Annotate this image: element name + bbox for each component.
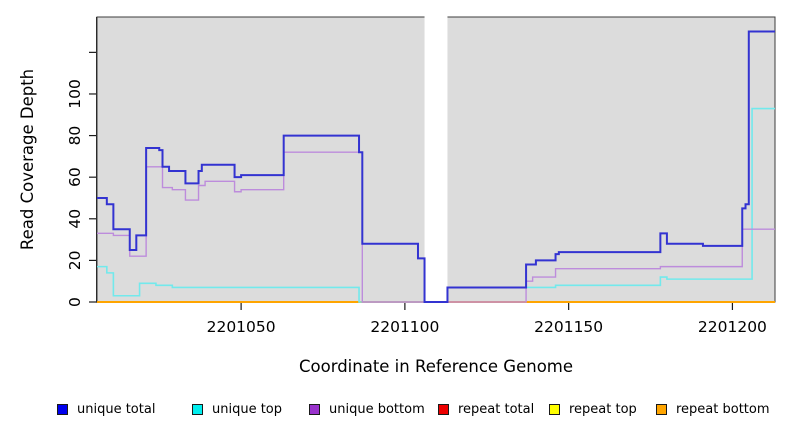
y-tick-label: 20 bbox=[66, 251, 84, 271]
legend-swatch-unique-top bbox=[192, 403, 203, 415]
y-tick-label: 60 bbox=[66, 167, 84, 187]
legend-swatch-unique-total bbox=[57, 403, 68, 415]
coverage-chart: 2201050 2201100 2201150 2201200 0 20 40 60 80 100… bbox=[18, 16, 776, 376]
legend-item-unique-total: unique total bbox=[57, 400, 155, 418]
x-tick-label: 2201050 bbox=[207, 318, 276, 336]
legend-swatch-repeat-top bbox=[549, 403, 560, 415]
legend-label: repeat top bbox=[569, 401, 637, 417]
legend-item-unique-top: unique top bbox=[192, 400, 282, 418]
series-line-unique-top bbox=[97, 107, 775, 303]
legend-label: unique top bbox=[212, 401, 283, 417]
legend-item-repeat-bottom: repeat bottom bbox=[656, 400, 770, 418]
legend-swatch-unique-bottom bbox=[309, 403, 320, 415]
legend-swatch-repeat-bottom bbox=[656, 403, 667, 415]
y-tick-label: 40 bbox=[66, 209, 84, 229]
y-tick-label: 80 bbox=[66, 126, 84, 146]
x-tick-label: 2201200 bbox=[698, 318, 767, 336]
series-line-unique-total bbox=[97, 30, 775, 303]
y-tick-label: 100 bbox=[66, 79, 84, 109]
legend-item-repeat-top: repeat top bbox=[549, 400, 637, 418]
legend-label: unique bottom bbox=[329, 401, 425, 417]
x-tick-label: 2201100 bbox=[370, 318, 439, 336]
legend-swatch-repeat-total bbox=[438, 403, 449, 415]
no-data-gap bbox=[424, 16, 448, 302]
legend: unique total unique top unique bottom repea… bbox=[0, 400, 792, 422]
x-tick-label: 2201150 bbox=[534, 318, 603, 336]
legend-item-repeat-total: repeat total bbox=[438, 400, 534, 418]
x-axis-title: Coordinate in Reference Genome bbox=[299, 357, 573, 376]
y-tick-label: 0 bbox=[66, 297, 84, 307]
legend-label: unique total bbox=[77, 401, 156, 417]
legend-item-unique-bottom: unique bottom bbox=[309, 400, 425, 418]
y-axis-title: Read Coverage Depth bbox=[18, 69, 37, 250]
legend-label: repeat bottom bbox=[676, 401, 770, 417]
legend-label: repeat total bbox=[458, 401, 535, 417]
